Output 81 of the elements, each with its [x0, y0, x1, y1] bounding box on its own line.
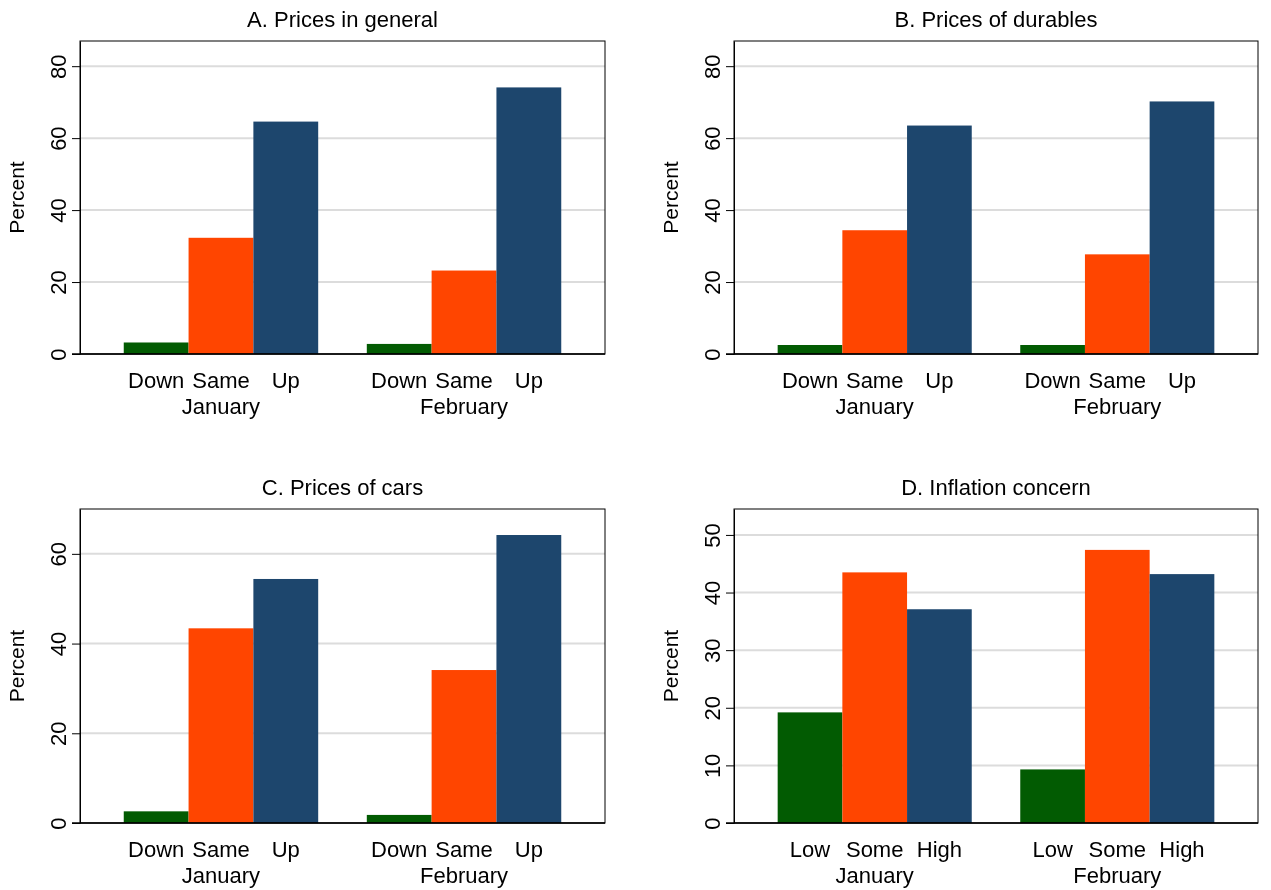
text: Up — [1167, 368, 1197, 393]
bar — [1020, 769, 1085, 823]
bar — [842, 230, 908, 354]
y-tick-label: 60 — [46, 542, 71, 567]
y-tick-label: 40 — [46, 198, 71, 223]
y-tick-label: 20 — [700, 696, 725, 721]
bar — [1084, 254, 1150, 354]
y-tick-label: 40 — [700, 580, 725, 606]
y-axis-title: Percent — [659, 629, 682, 703]
text: Same — [435, 368, 493, 393]
series-label: Same — [845, 368, 904, 393]
bar — [1149, 101, 1215, 354]
text: Up — [514, 368, 543, 393]
series-label: Same — [192, 837, 250, 862]
chart-title: C. Prices of cars — [261, 475, 424, 500]
y-tick-label: 80 — [46, 54, 71, 79]
series-label: Some — [845, 837, 904, 862]
y-axis-title: Percent — [5, 629, 28, 703]
series-label: Down — [128, 837, 185, 862]
bar — [123, 811, 189, 823]
y-tick-label: 60 — [700, 126, 725, 151]
bar — [188, 628, 254, 823]
series-label: Up — [271, 368, 300, 393]
text: Down — [371, 368, 428, 393]
bar — [253, 121, 319, 354]
series-label: Down — [128, 368, 185, 393]
x-tick-label: January — [181, 863, 261, 888]
bar — [496, 87, 562, 354]
x-tick-label: February — [420, 863, 509, 888]
chart-title: D. Inflation concern — [901, 475, 1091, 500]
x-tick-label: February — [1073, 863, 1162, 888]
y-tick-label: 0 — [700, 348, 725, 361]
text: Down — [371, 837, 428, 862]
bar — [123, 342, 189, 354]
bar — [431, 270, 497, 354]
y-axis-title: Percent — [659, 161, 682, 234]
bar — [496, 535, 562, 823]
y-tick-label: 10 — [700, 753, 725, 779]
y-tick-label: 50 — [700, 523, 725, 548]
series-label: High — [916, 837, 963, 862]
bar — [431, 670, 497, 823]
text: Down — [1024, 368, 1081, 393]
series-label: Up — [271, 837, 300, 862]
series-label: Same — [192, 368, 250, 393]
text: Up — [514, 837, 543, 862]
text: Same — [435, 837, 493, 862]
x-tick-label: February — [1073, 394, 1162, 419]
text: Low — [1032, 837, 1073, 862]
y-tick-label: 40 — [700, 198, 725, 223]
y-tick-label: 30 — [700, 638, 725, 663]
bar — [188, 237, 254, 354]
bar — [777, 712, 843, 823]
x-tick-label: January — [181, 394, 261, 419]
bar — [1084, 549, 1150, 823]
text: Some — [1088, 837, 1147, 862]
x-tick-label: January — [835, 863, 914, 888]
y-tick-label: 20 — [700, 270, 725, 295]
y-tick-label: 20 — [46, 721, 71, 747]
chart-title: A. Prices in general — [247, 7, 438, 32]
text: Same — [1088, 368, 1147, 393]
text: High — [1159, 837, 1205, 862]
y-tick-label: 0 — [46, 817, 71, 830]
series-label: Down — [781, 368, 839, 393]
bar — [253, 578, 319, 823]
chart-title: B. Prices of durables — [894, 7, 1098, 32]
series-label: Low — [789, 837, 831, 862]
bar — [907, 125, 972, 354]
bar — [842, 572, 908, 823]
y-tick-label: 40 — [46, 631, 71, 657]
series-label: Up — [925, 368, 954, 393]
y-axis-title: Percent — [5, 161, 28, 234]
bar — [907, 609, 972, 823]
y-tick-label: 60 — [46, 126, 71, 151]
x-tick-label: February — [420, 394, 509, 419]
y-tick-label: 20 — [46, 270, 71, 295]
bar — [1149, 574, 1215, 823]
y-tick-label: 0 — [46, 348, 71, 361]
bar — [366, 343, 432, 354]
y-tick-label: 80 — [700, 54, 725, 79]
x-tick-label: January — [835, 394, 914, 419]
y-tick-label: 0 — [700, 817, 725, 830]
